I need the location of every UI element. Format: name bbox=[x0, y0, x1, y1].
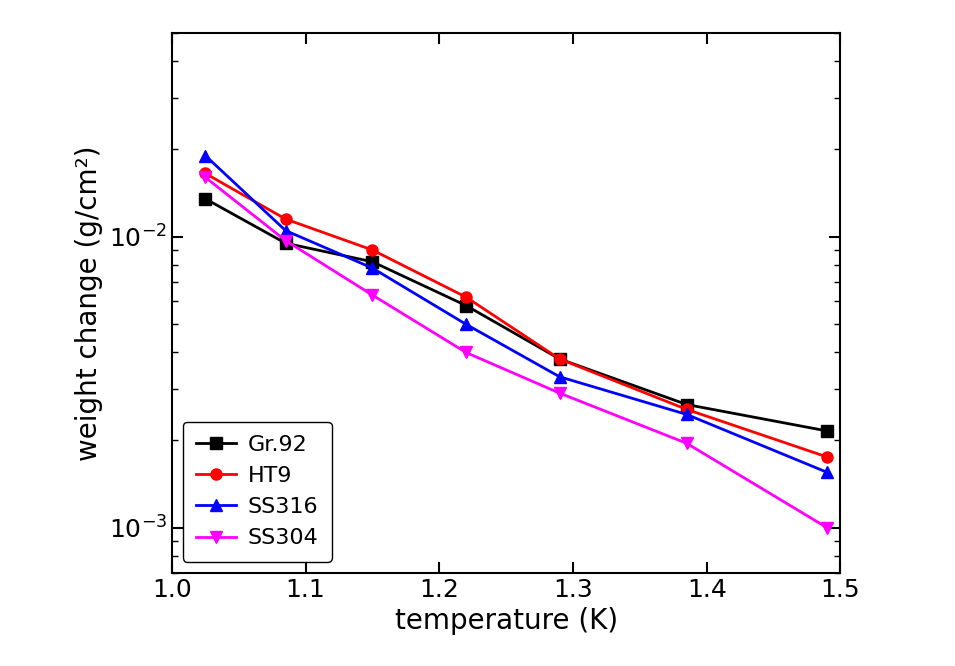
HT9 bbox=[460, 293, 472, 301]
Gr.92 bbox=[821, 427, 833, 435]
X-axis label: temperature (K): temperature (K) bbox=[394, 607, 618, 635]
Line: Gr.92: Gr.92 bbox=[200, 193, 833, 436]
SS316 bbox=[821, 468, 833, 476]
Gr.92 bbox=[367, 258, 378, 266]
Line: HT9: HT9 bbox=[200, 168, 833, 462]
HT9 bbox=[367, 246, 378, 254]
Gr.92 bbox=[460, 302, 472, 310]
HT9 bbox=[200, 169, 211, 177]
Gr.92 bbox=[554, 355, 565, 363]
SS316 bbox=[200, 152, 211, 160]
SS304 bbox=[460, 348, 472, 356]
SS316 bbox=[280, 226, 291, 234]
Y-axis label: weight change (g/cm²): weight change (g/cm²) bbox=[75, 145, 103, 461]
HT9 bbox=[681, 406, 692, 414]
SS304 bbox=[367, 291, 378, 299]
Gr.92 bbox=[681, 400, 692, 408]
Line: SS316: SS316 bbox=[200, 150, 833, 478]
SS316 bbox=[367, 264, 378, 272]
SS304 bbox=[280, 236, 291, 244]
SS304 bbox=[554, 389, 565, 397]
SS304 bbox=[681, 440, 692, 448]
Gr.92 bbox=[280, 239, 291, 247]
SS304 bbox=[200, 173, 211, 181]
SS304 bbox=[821, 523, 833, 531]
Line: SS304: SS304 bbox=[200, 172, 833, 533]
SS316 bbox=[681, 410, 692, 418]
HT9 bbox=[554, 355, 565, 363]
HT9 bbox=[280, 215, 291, 223]
HT9 bbox=[821, 453, 833, 461]
Legend: Gr.92, HT9, SS316, SS304: Gr.92, HT9, SS316, SS304 bbox=[183, 422, 331, 561]
SS316 bbox=[460, 320, 472, 328]
Gr.92 bbox=[200, 194, 211, 202]
SS316 bbox=[554, 373, 565, 381]
